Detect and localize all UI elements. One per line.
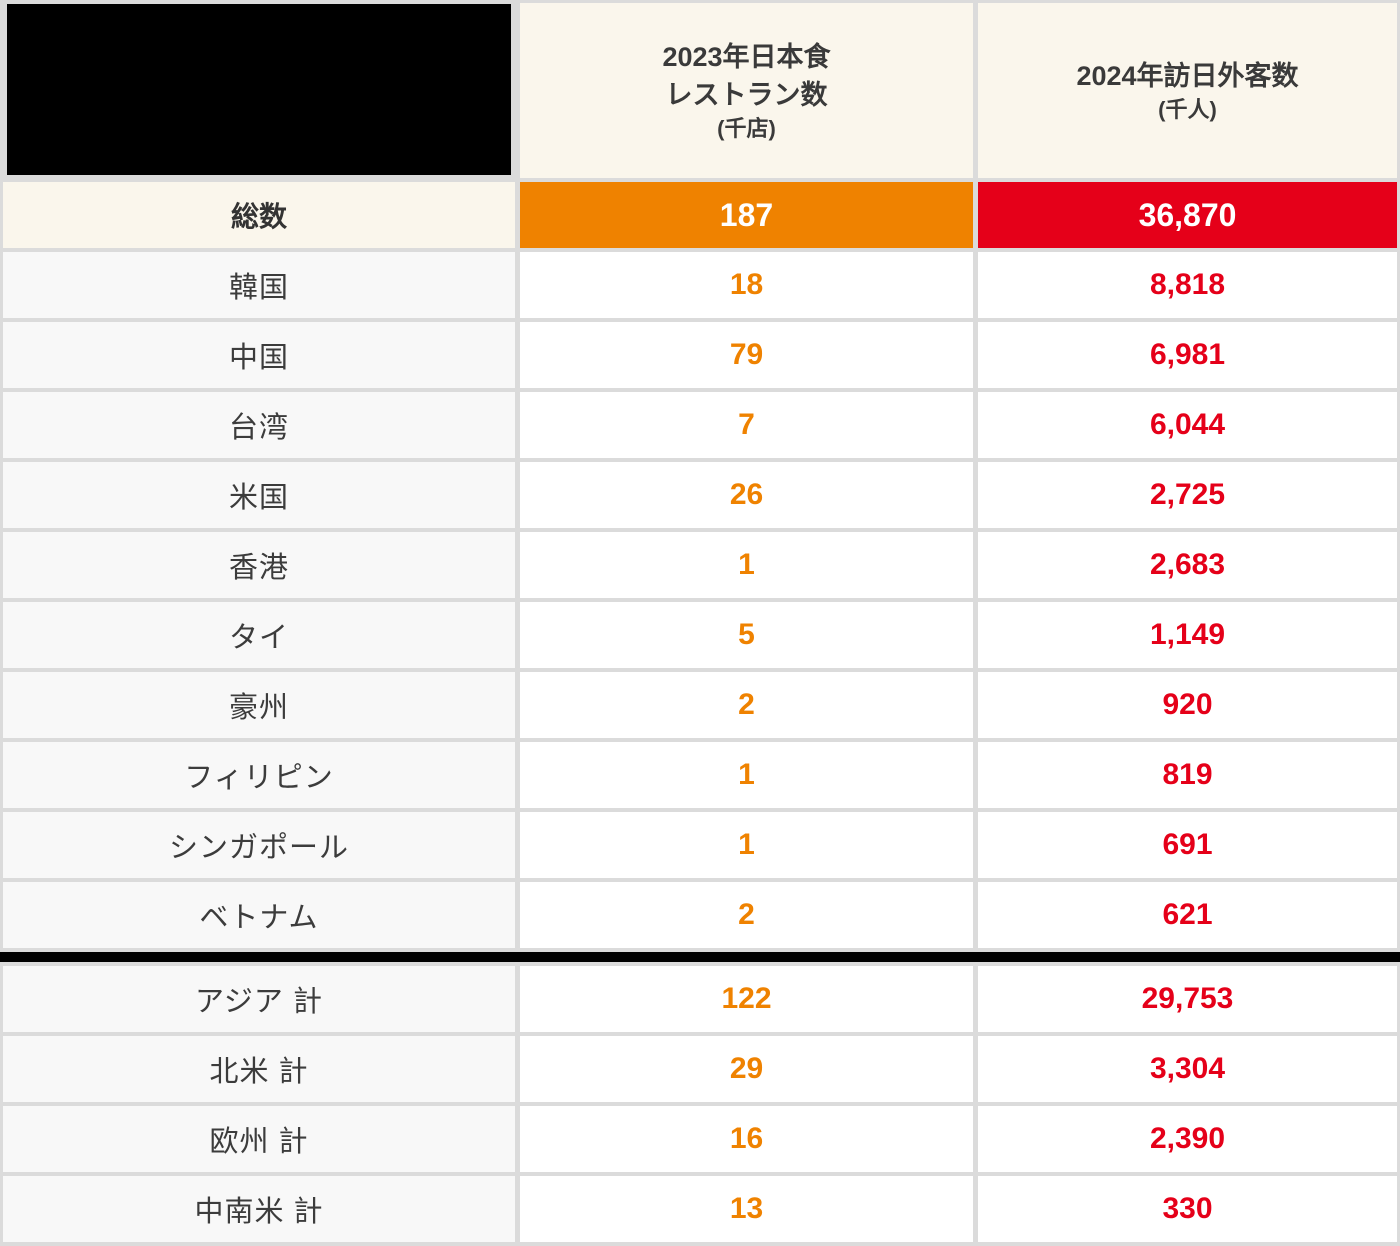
row-label-hongkong: 香港 <box>3 532 515 598</box>
row-label-asia-total: アジア 計 <box>3 966 515 1032</box>
row-label-singapore: シンガポール <box>3 812 515 878</box>
column-header-visitors-unit: (千人) <box>1158 96 1217 122</box>
restaurants-value-taiwan: 7 <box>520 392 973 458</box>
visitors-value-vietnam: 621 <box>978 882 1397 948</box>
restaurants-value-china: 79 <box>520 322 973 388</box>
restaurants-value-korea: 18 <box>520 252 973 318</box>
column-header-restaurants: 2023年日本食 レストラン数 (千店) <box>520 3 973 178</box>
total-row-label: 総数 <box>3 182 515 248</box>
total-restaurants-value: 187 <box>520 182 973 248</box>
column-header-restaurants-unit: (千店) <box>717 115 776 141</box>
restaurants-value-australia: 2 <box>520 672 973 738</box>
restaurants-value-vietnam: 2 <box>520 882 973 948</box>
row-label-philippines: フィリピン <box>3 742 515 808</box>
visitors-value-north-america-total: 3,304 <box>978 1036 1397 1102</box>
column-header-visitors: 2024年訪日外客数 (千人) <box>978 3 1397 178</box>
restaurants-value-north-america-total: 29 <box>520 1036 973 1102</box>
restaurants-value-thailand: 5 <box>520 602 973 668</box>
restaurants-value-asia-total: 122 <box>520 966 973 1032</box>
visitors-value-hongkong: 2,683 <box>978 532 1397 598</box>
section-divider-bar <box>0 952 1400 962</box>
visitors-value-europe-total: 2,390 <box>978 1106 1397 1172</box>
row-label-north-america-total: 北米 計 <box>3 1036 515 1102</box>
restaurants-value-usa: 26 <box>520 462 973 528</box>
visitors-value-philippines: 819 <box>978 742 1397 808</box>
visitors-value-asia-total: 29,753 <box>978 966 1397 1032</box>
restaurants-value-hongkong: 1 <box>520 532 973 598</box>
restaurants-value-singapore: 1 <box>520 812 973 878</box>
row-label-australia: 豪州 <box>3 672 515 738</box>
column-header-restaurants-line2: レストラン数 <box>665 79 828 110</box>
column-header-visitors-line1: 2024年訪日外客数 <box>1076 60 1299 91</box>
redacted-header-cell <box>3 3 515 178</box>
redacted-black-box <box>7 3 511 175</box>
visitors-value-usa: 2,725 <box>978 462 1397 528</box>
column-header-restaurants-line1: 2023年日本食 <box>662 41 831 72</box>
row-label-europe-total: 欧州 計 <box>3 1106 515 1172</box>
restaurants-value-philippines: 1 <box>520 742 973 808</box>
visitors-value-latin-america-total: 330 <box>978 1176 1397 1242</box>
row-label-latin-america-total: 中南米 計 <box>3 1176 515 1242</box>
row-label-usa: 米国 <box>3 462 515 528</box>
row-label-korea: 韓国 <box>3 252 515 318</box>
row-label-taiwan: 台湾 <box>3 392 515 458</box>
row-label-china: 中国 <box>3 322 515 388</box>
visitors-value-thailand: 1,149 <box>978 602 1397 668</box>
visitors-value-taiwan: 6,044 <box>978 392 1397 458</box>
visitors-value-china: 6,981 <box>978 322 1397 388</box>
restaurants-value-europe-total: 16 <box>520 1106 973 1172</box>
restaurants-value-latin-america-total: 13 <box>520 1176 973 1242</box>
visitors-value-australia: 920 <box>978 672 1397 738</box>
row-label-thailand: タイ <box>3 602 515 668</box>
visitors-value-korea: 8,818 <box>978 252 1397 318</box>
total-visitors-value: 36,870 <box>978 182 1397 248</box>
row-label-vietnam: ベトナム <box>3 882 515 948</box>
visitors-value-singapore: 691 <box>978 812 1397 878</box>
